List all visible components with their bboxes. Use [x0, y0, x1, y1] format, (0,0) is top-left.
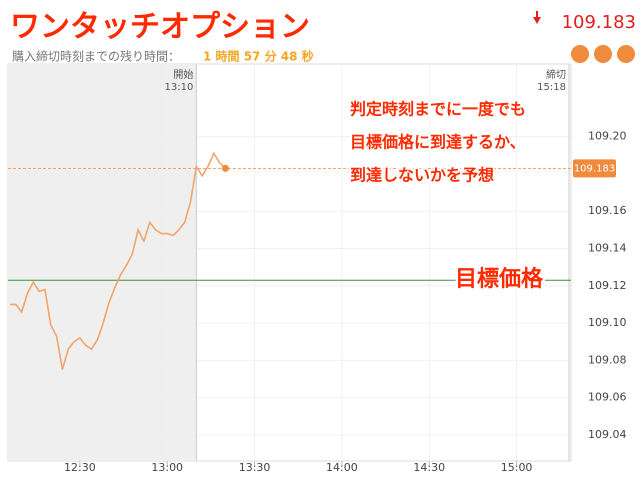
y-tick-label: 109.14 [588, 242, 627, 255]
x-tick-label: 13:30 [239, 461, 271, 474]
current-price-label: 109.183 [574, 163, 615, 174]
x-tick-label: 13:00 [151, 461, 183, 474]
current-price-box [573, 159, 616, 178]
icon-button[interactable] [594, 45, 612, 63]
x-tick-label: 14:30 [413, 461, 445, 474]
down-arrow [533, 17, 541, 24]
remaining-time: 1 時間 57 分 48 秒 [203, 49, 314, 64]
x-tick-label: 14:00 [326, 461, 358, 474]
price-line [10, 151, 227, 370]
annotation: 目標価格に到達するか、 [350, 133, 526, 152]
x-tick-label: 12:30 [64, 461, 96, 474]
plot: 109.04 109.06 109.08 109.10 109.12 109.14 109.… [7, 63, 627, 474]
y-tick-label: 109.12 [588, 279, 627, 292]
y-tick-label: 109.08 [588, 353, 627, 366]
pre-start-shade [8, 64, 197, 461]
annotation: 到達しないかを予想 [350, 166, 494, 185]
start-time: 13:10 [165, 82, 194, 93]
annotation: 判定時刻までに一度でも [350, 100, 526, 119]
end-time: 15:18 [537, 82, 566, 93]
y-tick-label: 109.06 [588, 391, 627, 404]
latest-point [221, 164, 229, 172]
down-arrow-stem [536, 11, 538, 18]
icon-button[interactable] [571, 45, 589, 63]
header-price: 109.183 [562, 12, 636, 33]
start-label: 開始 [173, 68, 193, 81]
target-annotation: 目標価格 [455, 266, 544, 292]
y-tick-label: 109.20 [588, 130, 627, 143]
icon-button[interactable] [617, 45, 635, 63]
y-tick-label: 109.04 [588, 428, 627, 441]
y-tick-label: 109.16 [588, 204, 627, 217]
title: ワンタッチオプション [10, 10, 310, 45]
remaining-label: 購入締切時刻までの残り時間： [12, 49, 180, 64]
y-tick-label: 109.10 [588, 316, 627, 329]
x-tick-label: 15:00 [501, 461, 533, 474]
end-label: 締切 [546, 68, 566, 81]
